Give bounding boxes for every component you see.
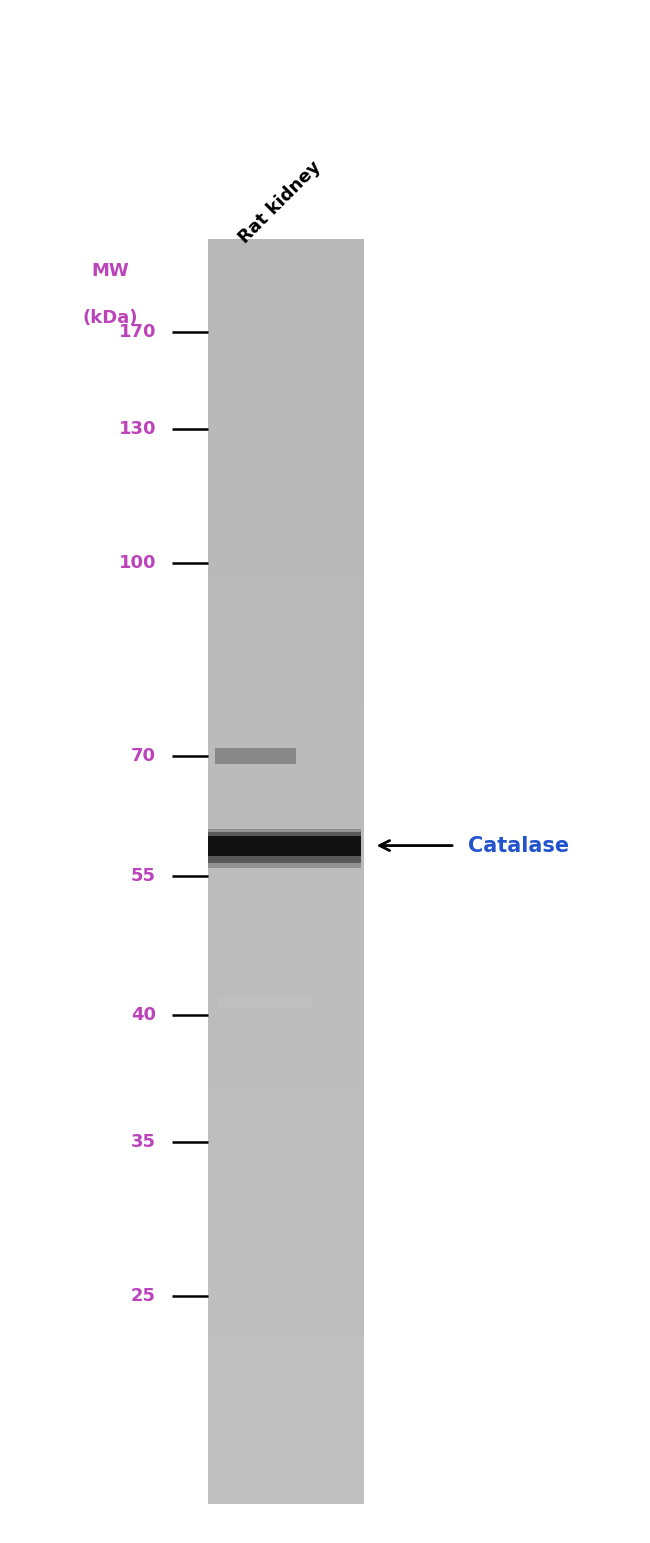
Bar — [208, 913, 364, 935]
Text: Catalase: Catalase — [468, 836, 569, 855]
Bar — [208, 640, 364, 660]
Bar — [208, 1273, 364, 1293]
Bar — [208, 1146, 364, 1167]
Bar — [208, 1167, 364, 1188]
Bar — [208, 832, 361, 864]
Text: 170: 170 — [118, 322, 156, 341]
Bar — [208, 471, 364, 492]
Bar — [208, 998, 364, 1020]
Bar — [208, 935, 364, 957]
Bar — [208, 1420, 364, 1441]
Bar — [208, 344, 364, 366]
Bar — [208, 767, 364, 787]
Bar — [208, 514, 364, 534]
Bar — [208, 1103, 364, 1125]
Bar — [208, 492, 364, 514]
Bar — [208, 387, 364, 407]
Bar — [208, 324, 364, 344]
Bar — [208, 1336, 364, 1356]
Text: 130: 130 — [118, 420, 156, 438]
Bar — [208, 597, 364, 619]
Text: 25: 25 — [131, 1287, 156, 1305]
Bar — [208, 281, 364, 302]
Bar — [208, 302, 364, 324]
Bar — [208, 745, 364, 767]
Text: 55: 55 — [131, 867, 156, 886]
Bar — [208, 261, 364, 281]
Bar — [208, 1188, 364, 1210]
Bar — [208, 830, 364, 850]
Text: (kDa): (kDa) — [83, 309, 138, 327]
Bar — [208, 957, 364, 977]
Bar — [208, 977, 364, 998]
Bar — [208, 830, 361, 867]
Bar — [208, 577, 364, 597]
Bar — [214, 748, 296, 764]
Bar — [208, 1293, 364, 1315]
Bar — [208, 1062, 364, 1083]
Bar — [208, 660, 364, 682]
Bar — [208, 893, 364, 913]
Bar — [208, 704, 364, 724]
Bar — [208, 1400, 364, 1420]
Bar — [208, 1356, 364, 1378]
Bar — [208, 555, 364, 577]
Bar — [208, 1441, 364, 1463]
Text: 35: 35 — [131, 1133, 156, 1151]
Bar — [208, 787, 364, 809]
Bar — [208, 1040, 364, 1062]
Text: 40: 40 — [131, 1006, 156, 1025]
Bar — [208, 850, 364, 872]
Bar — [208, 872, 364, 893]
Bar — [208, 724, 364, 745]
Bar — [208, 836, 361, 855]
Bar — [208, 1020, 364, 1040]
Text: 100: 100 — [118, 554, 156, 572]
Bar — [218, 997, 312, 1009]
Bar — [208, 1210, 364, 1230]
Bar — [208, 1378, 364, 1400]
Bar — [208, 682, 364, 704]
Bar — [208, 1483, 364, 1504]
Bar — [208, 1230, 364, 1251]
Bar — [208, 239, 364, 1504]
Bar — [208, 534, 364, 555]
Bar — [208, 239, 364, 261]
Bar — [208, 429, 364, 451]
Bar — [208, 619, 364, 640]
Bar — [208, 1125, 364, 1146]
Bar — [208, 809, 364, 830]
Bar — [208, 366, 364, 387]
Text: MW: MW — [92, 262, 129, 281]
Bar — [208, 1315, 364, 1336]
Bar — [208, 451, 364, 471]
Bar — [208, 1463, 364, 1483]
Text: Rat kidney: Rat kidney — [235, 157, 324, 247]
Bar — [208, 1083, 364, 1103]
Text: 70: 70 — [131, 747, 156, 765]
Bar — [208, 407, 364, 429]
Bar — [208, 1251, 364, 1273]
